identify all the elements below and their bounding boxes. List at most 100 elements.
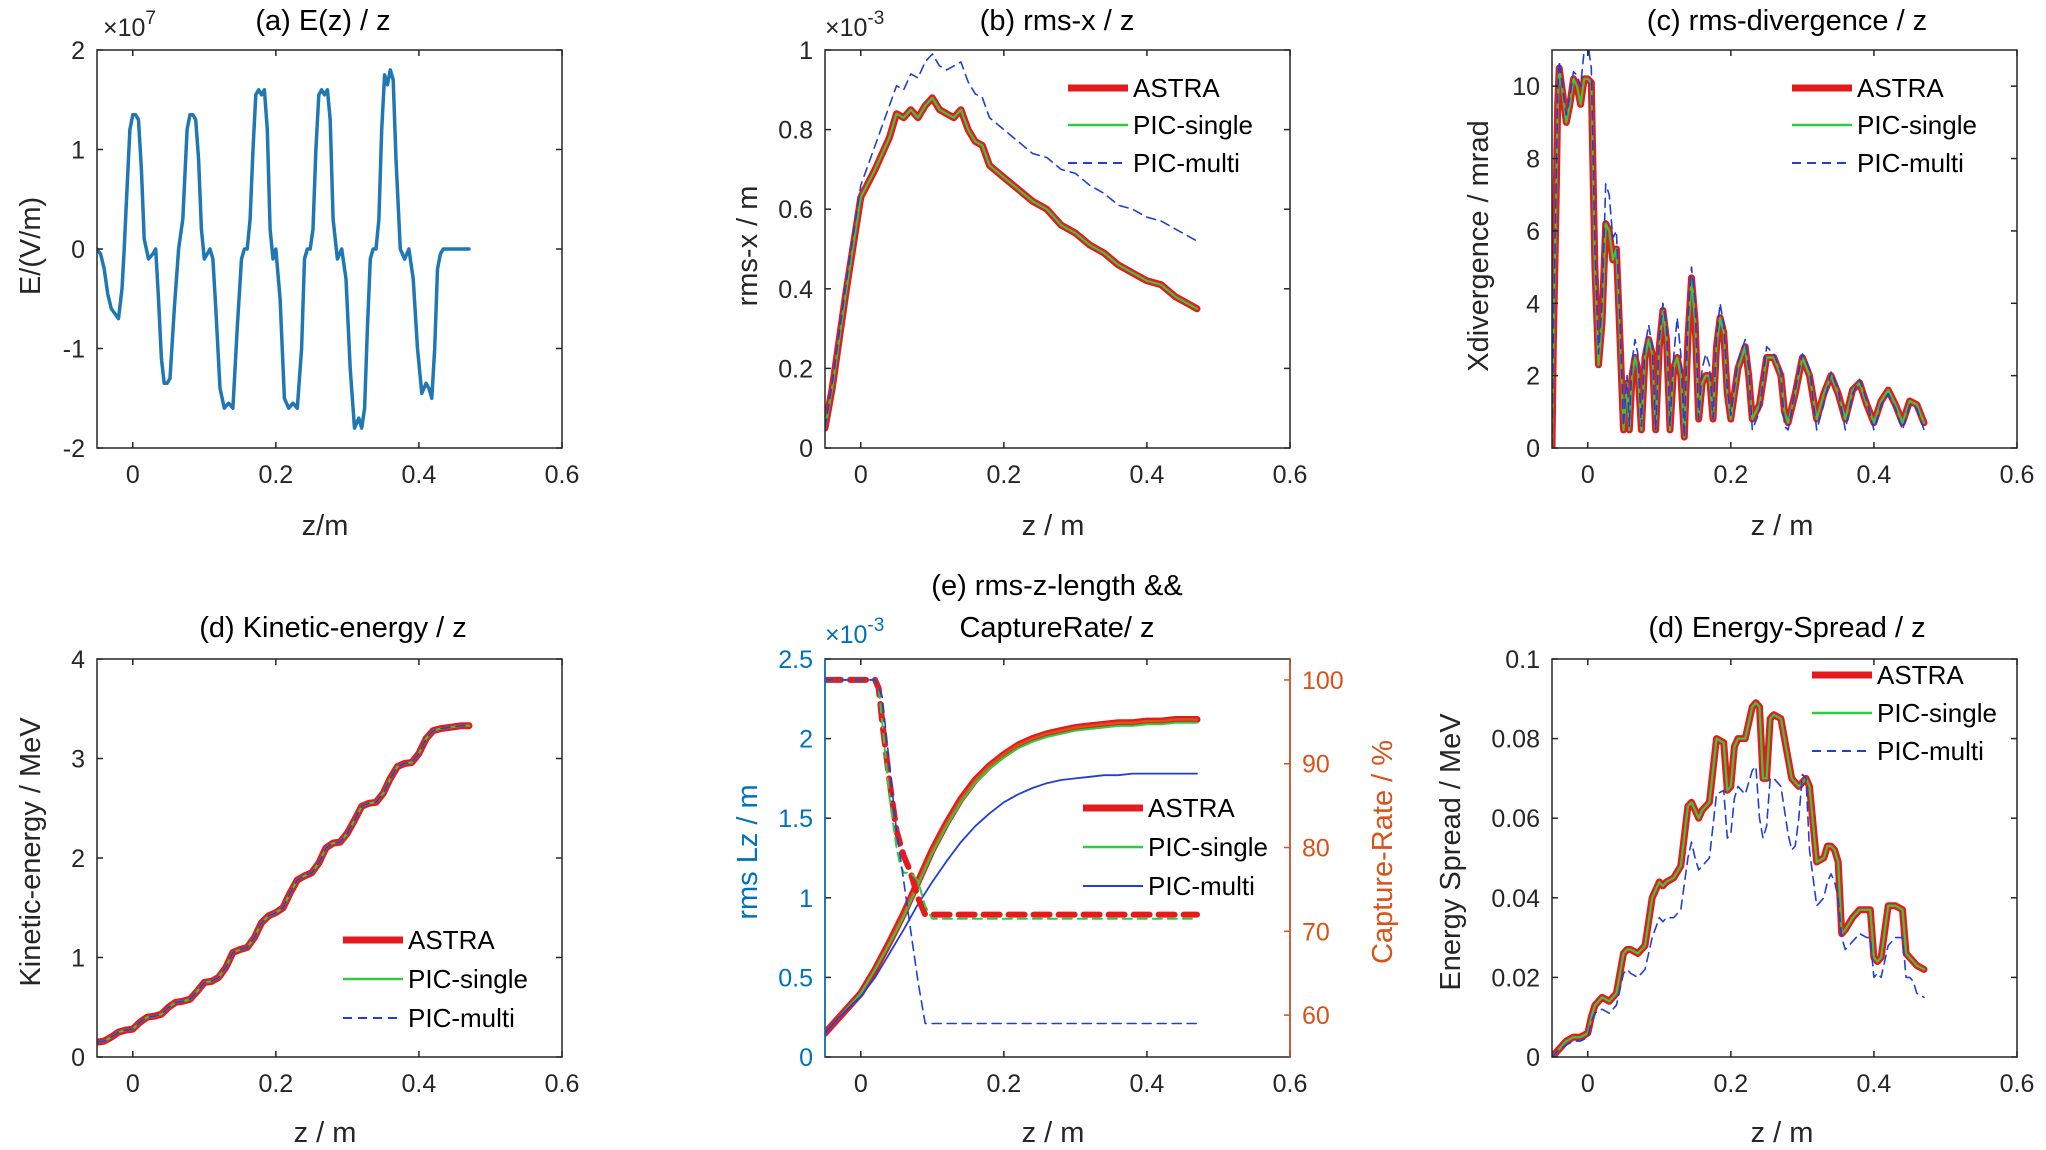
legend-label-pic-multi: PIC-multi [1148,871,1255,901]
legend-label-pic-single: PIC-single [1148,832,1268,862]
panel-d-kinetic-energy: (d) Kinetic-energy / z Kinetic-energy / … [15,612,579,1149]
legend-label-astra: ASTRA [1133,73,1220,103]
y-tick-label: 0.08 [1491,726,1540,754]
x-axis-label: z/m [302,510,349,542]
series-group [825,676,1201,1037]
chart-title: (d) Kinetic-energy / z [199,612,467,644]
y-tick-label: 10 [1512,73,1540,101]
legend-label-pic-single: PIC-single [1877,698,1997,728]
x-tick-label: 0 [126,1070,140,1098]
y-tick-label: 6 [1526,218,1540,246]
axes-box [1551,658,2018,1058]
y-tick-label: 2 [71,37,85,65]
x-tick-label: 0.2 [1713,1070,1748,1098]
x-tick-label: 0.6 [545,1070,580,1098]
x-tick-label: 0.2 [258,461,293,489]
x-tick-label: 0.6 [545,461,580,489]
series-group [1552,50,1928,448]
x-tick-label: 0.2 [986,1070,1021,1098]
x-axis-label: z / m [294,1117,357,1149]
y-tick-label-right: 90 [1302,751,1330,779]
legend: ASTRA PIC-single PIC-multi [1812,660,1997,766]
legend: ASTRA PIC-single PIC-multi [343,925,528,1033]
panel-e-rms-z-length-capture-rate: (e) rms-z-length && CaptureRate/ z ×10-3… [732,570,1399,1149]
series-line-pic-single-capture [825,678,1198,920]
series-line-pic-multi [825,772,1198,1034]
y-tick-label: 2 [71,845,85,873]
y-tick-label: 0.6 [778,196,813,224]
y-tick-label: 1 [71,137,85,165]
series-line-pic-single [825,96,1198,430]
axis-exponent: ×10-3 [825,8,884,42]
legend: ASTRA PIC-single PIC-multi [1068,73,1253,178]
panel-c-rms-divergence: (c) rms-divergence / z Xdivergence / mra… [1463,5,2034,542]
plot-area: 0 0.2 0.4 0.6 -2 -1 0 1 2 [63,37,580,489]
y-axis-label-left: rms Lz / m [732,784,764,919]
legend-label-astra: ASTRA [1857,73,1944,103]
legend-label-pic-multi: PIC-multi [408,1003,515,1033]
x-axis-label: z / m [1751,1117,1814,1149]
series-group [97,68,471,430]
y-tick-label: 1 [799,885,813,913]
series-group [1552,699,1928,1057]
y-tick-label: 0 [799,435,813,463]
series-line-pic-multi [1552,50,1925,448]
y-tick-label: -2 [63,435,85,463]
y-tick-label: 0.8 [778,117,813,145]
legend-label-astra: ASTRA [408,925,495,955]
chart-title: (c) rms-divergence / z [1647,5,1927,37]
legend-label-pic-single: PIC-single [408,964,528,994]
y-tick-label: 0 [71,236,85,264]
axis-exponent: ×107 [103,8,156,42]
y-tick-label-right: 100 [1302,667,1344,695]
legend: ASTRA PIC-single PIC-multi [1792,73,1977,178]
legend-label-astra: ASTRA [1148,793,1235,823]
panel-f-energy-spread: (d) Energy-Spread / z Energy Spread / Me… [1435,612,2034,1149]
x-tick-label: 0 [126,461,140,489]
x-tick-label: 0 [854,1070,868,1098]
series-line-pic-multi [97,724,470,1043]
x-tick-label: 0 [1581,1070,1595,1098]
y-tick-label-right: 80 [1302,835,1330,863]
x-tick-label: 0.2 [258,1070,293,1098]
y-tick-label: 0.5 [778,964,813,992]
y-tick-label: 1 [799,37,813,65]
y-tick-label: 0.02 [1491,964,1540,992]
x-tick-label: 0.2 [986,461,1021,489]
axes-box [1551,49,2018,449]
y-tick-label: 3 [71,746,85,774]
series-line-pic-multi [1552,765,1925,1057]
y-axis-label: Xdivergence / mrad [1463,120,1495,371]
x-tick-label: 0.6 [2000,461,2035,489]
x-tick-label: 0 [854,461,868,489]
x-tick-label: 0.4 [1857,461,1892,489]
y-tick-label: -1 [63,336,85,364]
y-tick-label: 0.4 [778,276,813,304]
plot-area: 0 0.2 0.4 0.6 0 0.5 1 1.5 2 2.5 60 70 80 90 100 [778,646,1343,1098]
chart-title: (b) rms-x / z [980,5,1135,37]
series-group [97,722,473,1046]
y-tick-label: 2 [1526,363,1540,391]
series-line-pic-multi [825,53,1198,429]
x-tick-label: 0.4 [402,1070,437,1098]
legend-label-pic-single: PIC-single [1857,110,1977,140]
legend-label-pic-multi: PIC-multi [1857,148,1964,178]
chart-title: (d) Energy-Spread / z [1648,612,1925,644]
x-tick-label: 0.6 [1273,461,1308,489]
y-tick-label: 0.06 [1491,805,1540,833]
legend-label-astra: ASTRA [1877,660,1964,690]
x-tick-label: 0.4 [1130,461,1165,489]
axes-box [824,49,1291,449]
y-tick-label: 8 [1526,146,1540,174]
plot-area: 0 0.2 0.4 0.6 0 1 2 3 4 [71,646,579,1098]
panel-a-efield: (a) E(z) / z ×107 E/(V/m) z/m 0 0.2 0.4 0.6… [15,5,579,542]
y-tick-label-right: 60 [1302,1002,1330,1030]
legend-label-pic-multi: PIC-multi [1877,736,1984,766]
y-tick-label: 1.5 [778,805,813,833]
y-axis-label: rms-x / m [732,186,764,307]
y-tick-label: 0 [71,1044,85,1072]
y-tick-label: 1 [71,945,85,973]
y-axis-label-right: Capture-Rate / % [1367,740,1399,964]
y-tick-label: 0.04 [1491,885,1540,913]
series-group [825,53,1201,432]
